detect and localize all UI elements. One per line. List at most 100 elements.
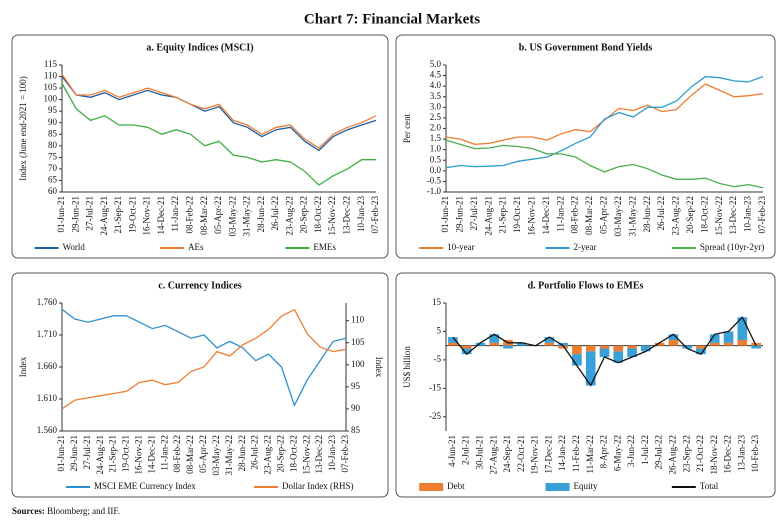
- x-tick-label: 16-Dec-22: [723, 435, 733, 473]
- x-tick-label: 01-Jun-21: [56, 196, 66, 233]
- x-tick-label: 28-Jun-22: [237, 435, 247, 472]
- x-tick-label: 28-Jun-22: [642, 196, 652, 233]
- bar: [599, 348, 610, 358]
- x-tick-label: 01-Jun-21: [56, 435, 66, 472]
- x-tick-label: 24-Sep-21: [502, 435, 512, 473]
- x-tick-label: 13-Dec-22: [314, 435, 324, 473]
- bar: [696, 348, 706, 355]
- bar: [627, 348, 637, 358]
- x-tick-label: 27-Jul-21: [85, 196, 95, 231]
- y-axis-label: Per cent: [402, 113, 412, 143]
- x-tick-label: 14-Dec-21: [541, 196, 551, 234]
- y-tick-label: 3.0: [430, 101, 442, 111]
- x-tick-label: 27-Aug-21: [488, 435, 498, 475]
- line-series: [61, 308, 347, 408]
- x-tick-label: 10-Jan-23: [327, 435, 337, 471]
- legend-label: AEs: [188, 242, 204, 252]
- x-tick-label: 13-Dec-22: [342, 196, 352, 234]
- x-tick-label: 26-Jul-22: [270, 196, 280, 231]
- x-tick-label: 14-Jan-22: [557, 435, 567, 471]
- panel: [11, 272, 389, 498]
- x-tick-label: 26-Jul-22: [656, 196, 666, 231]
- x-tick-label: 23-Aug-22: [284, 196, 294, 236]
- legend-label: EMEs: [313, 242, 336, 252]
- y-tick-label: -0.5: [427, 175, 442, 185]
- x-tick-label: 19-Oct-21: [127, 196, 137, 233]
- bar: [737, 317, 748, 340]
- bar: [585, 351, 596, 386]
- y-tick-label: 105: [44, 82, 58, 92]
- y-tick-label: 85: [48, 128, 58, 138]
- x-tick-label: 16-Nov-21: [527, 196, 537, 236]
- bar: [489, 334, 500, 343]
- x-tick-label: 14-Dec-21: [156, 196, 166, 234]
- x-tick-label: 19-Oct-21: [512, 196, 522, 233]
- y-tick-label: 0.0: [430, 165, 442, 175]
- bar: [572, 345, 582, 355]
- x-tick-label: 29-Jul-22: [654, 435, 664, 470]
- x-tick-label: 08-Mar-22: [199, 196, 209, 235]
- x-tick-label: 31-May-22: [242, 196, 252, 237]
- bar: [544, 342, 555, 346]
- x-tick-label: 4-Jun-21: [447, 435, 457, 467]
- legend-label: Debt: [447, 481, 465, 491]
- y-tick-label: 1.560: [37, 425, 58, 435]
- y-tick-label: 65: [48, 175, 58, 185]
- x-tick-label: 31-May-22: [224, 435, 234, 476]
- y-tick-label: 4.5: [430, 70, 442, 80]
- x-tick-label: 24-Aug-21: [95, 435, 105, 475]
- y-tick-label: -5: [434, 354, 442, 364]
- x-tick-label: 10-Feb-23: [750, 435, 760, 473]
- bar: [751, 345, 761, 349]
- x-tick-label: 6-May-22: [612, 435, 622, 471]
- legend-label: Total: [700, 481, 719, 491]
- x-tick-label: 28-Jun-22: [256, 196, 266, 233]
- bar: [475, 342, 486, 346]
- bar: [723, 342, 734, 346]
- x-tick-label: 19-Oct-21: [121, 435, 131, 472]
- y-tick-label: 75: [48, 151, 58, 161]
- y2-tick-label: 95: [351, 381, 361, 391]
- x-tick-label: 10-Jan-23: [356, 196, 366, 232]
- bar: [558, 345, 568, 349]
- y-axis-label: Index: [18, 356, 28, 377]
- legend-label: MSCI EME Currency Index: [94, 481, 196, 491]
- y-tick-label: 1.0: [430, 144, 442, 154]
- bar: [627, 345, 637, 349]
- x-tick-label: 15-Nov-22: [327, 196, 337, 236]
- x-tick-label: 30-Jul-21: [475, 435, 485, 470]
- chart-title: b. US Government Bond Yields: [519, 42, 653, 53]
- line-series: [452, 316, 757, 387]
- x-tick-label: 03-May-22: [227, 196, 237, 237]
- y-tick-label: 95: [48, 105, 58, 115]
- legend-label: 10-year: [447, 242, 474, 252]
- bar: [461, 348, 472, 355]
- x-tick-label: 11-Jan-22: [170, 196, 180, 232]
- x-tick-label: 08-Mar-22: [185, 435, 195, 474]
- bar: [544, 337, 555, 343]
- x-tick-label: 08-Feb-22: [570, 196, 580, 234]
- bar: [696, 345, 706, 349]
- bar: [461, 345, 472, 349]
- x-tick-label: 19-Nov-21: [530, 435, 540, 475]
- x-tick-label: 20-Sep-22: [299, 196, 309, 234]
- y-tick-label: 5.0: [430, 59, 442, 69]
- y-tick-label: 100: [44, 94, 58, 104]
- y2-tick-label: 85: [351, 425, 361, 435]
- x-tick-label: 11-Jan-22: [555, 196, 565, 232]
- y-tick-label: 1.710: [37, 329, 58, 339]
- panel: [11, 34, 389, 259]
- x-tick-label: 05-Apr-22: [599, 196, 609, 234]
- bar: [572, 354, 582, 366]
- x-tick-label: 27-Jul-21: [82, 435, 92, 470]
- line-series: [445, 139, 764, 189]
- y-axis-label: US$ billion: [402, 346, 412, 388]
- x-tick-label: 11-Jan-22: [159, 435, 169, 471]
- panel: [395, 272, 776, 498]
- y-tick-label: 1.610: [37, 393, 58, 403]
- sources: Sources: Bloomberg; and IIF.: [12, 506, 120, 516]
- sources-label: Sources:: [12, 506, 45, 516]
- x-tick-label: 14-Dec-21: [146, 435, 156, 473]
- x-tick-label: 8-Apr-22: [599, 435, 609, 468]
- bar: [654, 342, 665, 346]
